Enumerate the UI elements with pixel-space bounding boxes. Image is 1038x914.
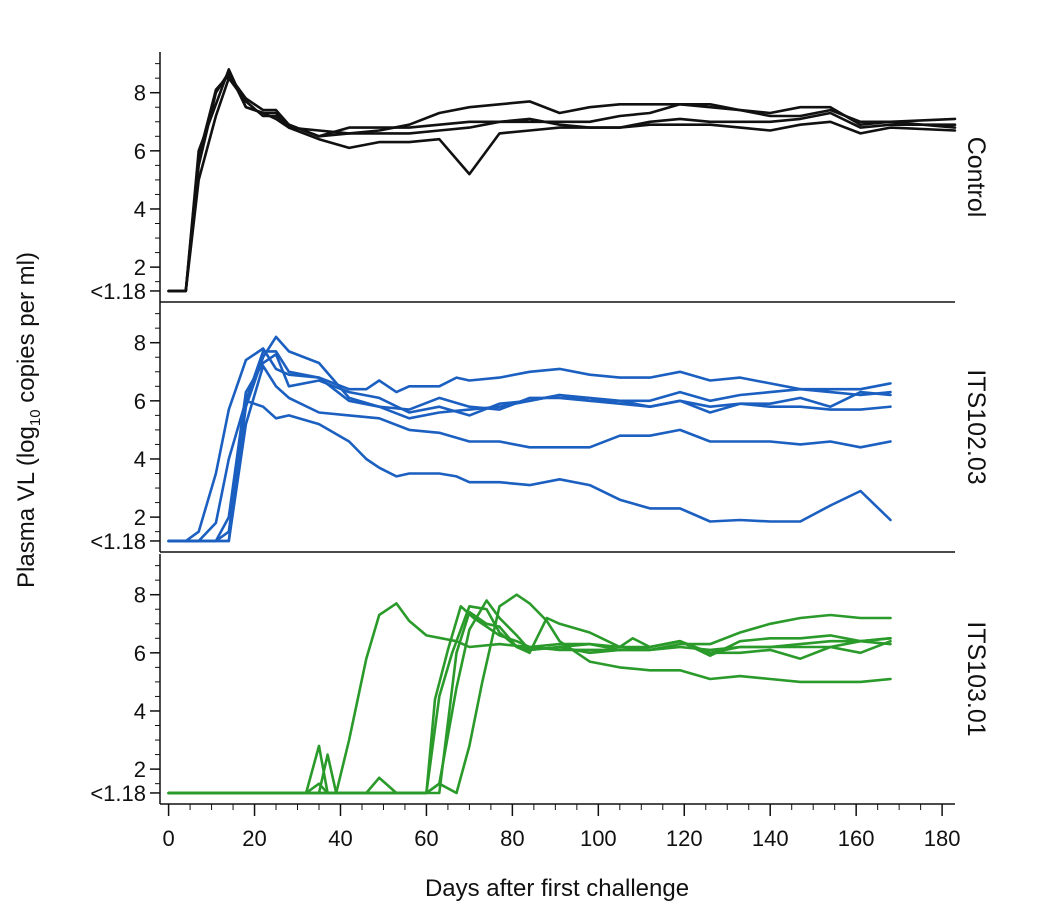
y-tick-label: <1.18: [90, 781, 146, 806]
chart-panels: <1.182468Control<1.182468ITS102.03<1.182…: [90, 52, 990, 806]
y-tick-label: <1.18: [90, 279, 146, 304]
panel-label: Control: [962, 137, 990, 218]
panel-1: <1.182 4 6 8 Control: [90, 52, 990, 304]
x-axis-title: Days after first challenge: [425, 875, 689, 902]
y-axis-title: Plasma VL (log10 copies per ml): [13, 252, 44, 588]
x-tick-label: 140: [752, 826, 789, 851]
y-tick-label: 8: [134, 81, 146, 106]
y-tick-label: 6: [134, 139, 146, 164]
series-line-6: [167, 610, 892, 795]
y-tick-label: 2: [134, 255, 146, 280]
series-line-2: [167, 74, 957, 293]
series-line-1: [167, 71, 957, 293]
panel-label: ITS102.03: [962, 369, 990, 484]
series-line-4: [167, 76, 957, 293]
series-line-5: [167, 593, 892, 795]
x-tick-label: 100: [580, 826, 617, 851]
y-tick-label: <1.18: [90, 529, 146, 554]
y-tick-label: 6: [134, 389, 146, 414]
y-tick-label: 4: [134, 699, 146, 724]
x-tick-label: 180: [924, 826, 961, 851]
y-axis-title-main: Plasma VL (log: [13, 426, 40, 588]
series-line-1: [167, 602, 892, 795]
series-line-3: [167, 335, 892, 543]
x-tick-label: 120: [666, 826, 703, 851]
y-axis-title-subscript: 10: [27, 409, 44, 426]
series-line-4: [167, 364, 892, 543]
x-tick-label: 60: [414, 826, 438, 851]
y-tick-label: 2: [134, 757, 146, 782]
y-tick-label: 6: [134, 641, 146, 666]
y-tick-label: 8: [134, 583, 146, 608]
y-tick-label: 8: [134, 331, 146, 356]
series-line-3: [167, 604, 892, 795]
y-tick-label: 4: [134, 447, 146, 472]
x-tick-label: 40: [328, 826, 352, 851]
y-axis-title-rest: copies per ml): [13, 252, 40, 409]
x-tick-label: 0: [162, 826, 174, 851]
series-line-2: [167, 604, 892, 795]
series-line-6: [167, 352, 892, 543]
panel-3: <1.182 4 6 8 ITS103.01: [90, 554, 990, 806]
panel-2: <1.182 4 6 8 ITS102.03: [90, 302, 990, 554]
x-tick-label: 20: [242, 826, 266, 851]
x-tick-label: 80: [500, 826, 524, 851]
y-tick-label: 4: [134, 197, 146, 222]
series-line-1: [167, 347, 892, 543]
panel-label: ITS103.01: [962, 621, 990, 736]
series-line-4: [167, 599, 892, 795]
y-tick-label: 2: [134, 505, 146, 530]
x-tick-label: 160: [838, 826, 875, 851]
x-axis: 0 20 40 60 80 100 120 140 160 180: [162, 804, 960, 851]
series-line-5: [167, 399, 892, 543]
series-line-3: [167, 68, 957, 293]
